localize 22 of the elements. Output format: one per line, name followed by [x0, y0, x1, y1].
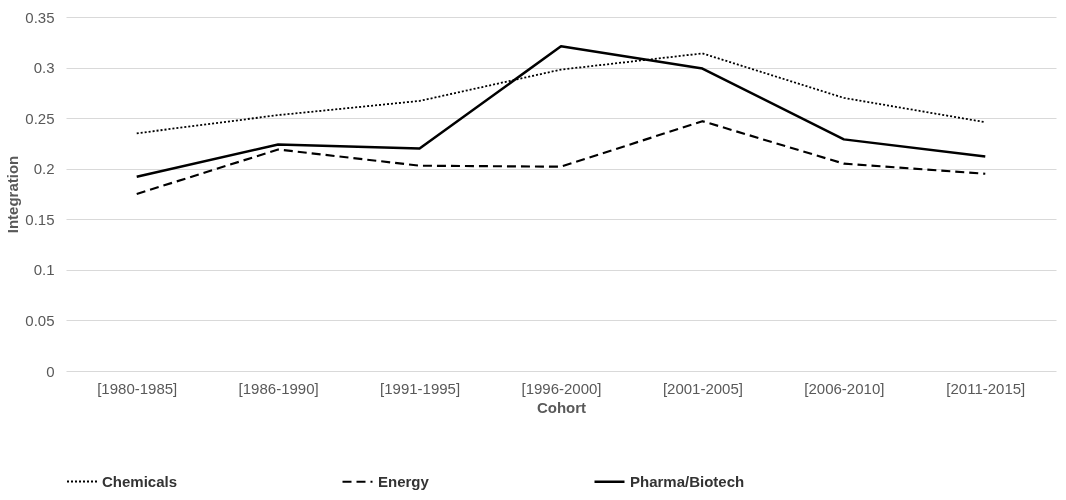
x-tick-label: [2011-2015]: [946, 379, 1026, 397]
y-tick-label: 0.15: [25, 210, 55, 228]
line-series: [135, 120, 987, 196]
x-tick-label: [1991-1995]: [380, 379, 461, 397]
y-tick-label: 0.2: [33, 160, 55, 178]
y-tick-label: 0.25: [25, 109, 55, 127]
y-tick-label: 0.3: [33, 59, 55, 77]
legend-label: Pharma/Biotech: [630, 472, 745, 490]
x-tick-label: [1980-1985]: [97, 379, 178, 397]
line-series: [135, 45, 987, 179]
x-axis-title: Cohort: [536, 398, 587, 416]
y-tick-label: 0: [46, 362, 55, 380]
x-tick-label: [1986-1990]: [238, 379, 319, 397]
x-tick-label: [1996-2000]: [521, 379, 602, 397]
legend-label: Chemicals: [102, 472, 178, 490]
x-tick-label: [2001-2005]: [662, 379, 743, 397]
y-tick-label: 0.1: [33, 261, 55, 279]
y-axis-title: Integration: [4, 155, 22, 234]
y-tick-label: 0.35: [25, 8, 55, 26]
y-tick-label: 0.05: [25, 311, 55, 329]
x-tick-label: [2006-2010]: [804, 379, 885, 397]
legend-label: Energy: [378, 472, 430, 490]
